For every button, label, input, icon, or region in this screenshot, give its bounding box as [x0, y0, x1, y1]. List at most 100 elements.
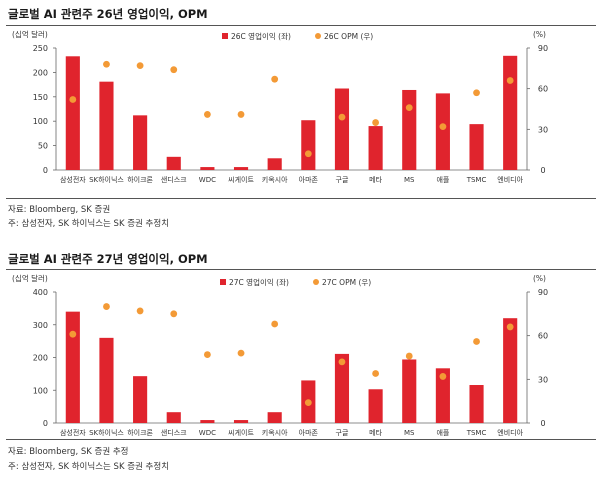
bar — [166, 412, 181, 423]
x-tick-label: 하이크론 — [127, 175, 153, 184]
x-tick-label: 아마존 — [299, 175, 319, 184]
y-left-tick-label: 0 — [43, 166, 48, 175]
legend-bar-swatch — [222, 33, 228, 39]
opm-point — [372, 119, 380, 126]
chart-2: (십억 달러) (%) 27C 영업이익 (좌) 27C OPM (우) 0 100 200… — [12, 274, 548, 437]
opm-point — [439, 123, 447, 131]
bar — [334, 353, 350, 423]
bar — [267, 412, 282, 423]
x-tick-label: 키옥시아 — [262, 175, 288, 184]
x-tick-label: 구글 — [336, 429, 349, 437]
opm-point — [69, 330, 77, 338]
opm-point — [203, 351, 211, 358]
bar — [368, 389, 383, 423]
opm-point — [103, 60, 110, 68]
opm-point — [271, 320, 279, 328]
legend-dot-swatch — [315, 33, 321, 39]
y-left-tick-label: 400 — [33, 288, 48, 297]
y-axis-left-unit: (십억 달러) — [12, 30, 48, 39]
opm-point — [69, 96, 77, 103]
y-right-tick-label: 30 — [538, 125, 548, 134]
opm-point — [304, 399, 312, 407]
bar — [200, 420, 215, 423]
x-tick-label: 구글 — [336, 176, 349, 184]
y-right-tick-label: 0 — [540, 419, 545, 428]
opm-point — [473, 338, 480, 345]
x-tick-label: 애플 — [436, 175, 449, 184]
y-left-tick-label: 200 — [33, 354, 48, 363]
x-tick-label: 삼성전자 — [60, 175, 86, 184]
opm-point — [136, 62, 144, 70]
y-axis-right-unit: (%) — [533, 274, 546, 283]
bar — [233, 420, 249, 423]
y-axis-left-unit: (십억 달러) — [12, 274, 48, 283]
legend-dot-label: 27C OPM (우) — [322, 278, 371, 287]
opm-point — [372, 370, 380, 377]
y-left-tick-label: 200 — [33, 68, 48, 77]
bar — [469, 385, 484, 423]
x-tick-label: WDC — [199, 429, 216, 437]
legend-dot-swatch — [313, 279, 319, 285]
x-tick-label: WDC — [199, 176, 216, 184]
source-note-2: 자료: Bloomberg, SK 증권 추정 — [8, 447, 129, 457]
legend-dot-label: 26C OPM (우) — [324, 32, 373, 41]
x-tick-label: MS — [404, 176, 415, 184]
y-left-tick-label: 100 — [33, 117, 48, 126]
bar — [334, 88, 350, 170]
bar — [99, 81, 114, 170]
x-tick-label: TSMC — [466, 429, 487, 437]
title-rule-1 — [6, 25, 596, 26]
opm-point — [506, 323, 514, 331]
source-rule-2 — [6, 439, 596, 440]
legend-bar-label: 26C 영업이익 (좌) — [231, 31, 291, 41]
opm-point — [304, 150, 312, 158]
bar — [503, 318, 518, 423]
bar — [402, 89, 417, 170]
bar — [435, 93, 450, 170]
y-right-tick-label: 90 — [538, 44, 548, 53]
opm-point — [203, 111, 211, 118]
x-tick-label: MS — [404, 429, 415, 437]
x-tick-label: TSMC — [466, 176, 487, 184]
bar — [99, 337, 114, 423]
y-left-tick-label: 0 — [43, 419, 48, 428]
bar — [65, 311, 80, 423]
bar — [368, 126, 383, 170]
y-left-tick-label: 250 — [33, 44, 48, 53]
source-rule-1 — [6, 198, 596, 199]
y-right-tick-label: 0 — [540, 166, 545, 175]
x-tick-label: 아마존 — [299, 428, 319, 437]
source-note-1: 자료: Bloomberg, SK 증권 — [8, 205, 111, 215]
x-tick-label: 샌디스크 — [161, 175, 187, 184]
opm-point — [405, 352, 413, 360]
x-tick-label: 키옥시아 — [262, 428, 288, 437]
y-right-tick-label: 90 — [538, 288, 548, 297]
bar — [503, 55, 518, 170]
opm-point — [405, 104, 413, 112]
chart-1: (십억 달러) (%) 26C 영업이익 (좌) 26C OPM (우) 0 50 100 1… — [12, 30, 548, 184]
y-axis-right-unit: (%) — [533, 30, 546, 39]
opm-point — [473, 89, 480, 97]
x-tick-label: 애플 — [436, 428, 449, 437]
bar — [233, 167, 249, 170]
bar — [200, 167, 215, 170]
opm-point — [170, 310, 178, 318]
chart-panel-2: 글로벌 AI 관련주 27년 영업이익, OPM (십억 달러) (%) 27C 영… — [0, 242, 600, 485]
opm-point — [506, 77, 514, 84]
x-tick-label: SK하이닉스 — [89, 175, 124, 184]
y-left-tick-label: 50 — [38, 142, 48, 151]
x-tick-label: 엔비디아 — [497, 175, 523, 184]
x-tick-label: SK하이닉스 — [89, 428, 124, 437]
x-tick-label: 메타 — [369, 428, 382, 437]
chart-title-1: 글로벌 AI 관련주 26년 영업이익, OPM — [8, 7, 208, 21]
y-left-tick-label: 100 — [33, 386, 48, 395]
x-tick-label: 하이크론 — [127, 428, 153, 437]
y-left-tick-label: 150 — [33, 93, 48, 102]
legend-bar-swatch — [220, 279, 226, 285]
bar — [166, 156, 181, 170]
x-tick-label: 엔비디아 — [497, 428, 523, 437]
bar — [267, 158, 282, 170]
x-tick-label: 메타 — [369, 175, 382, 184]
y-right-tick-label: 60 — [538, 332, 548, 341]
x-tick-label: 씨게이트 — [228, 428, 254, 437]
